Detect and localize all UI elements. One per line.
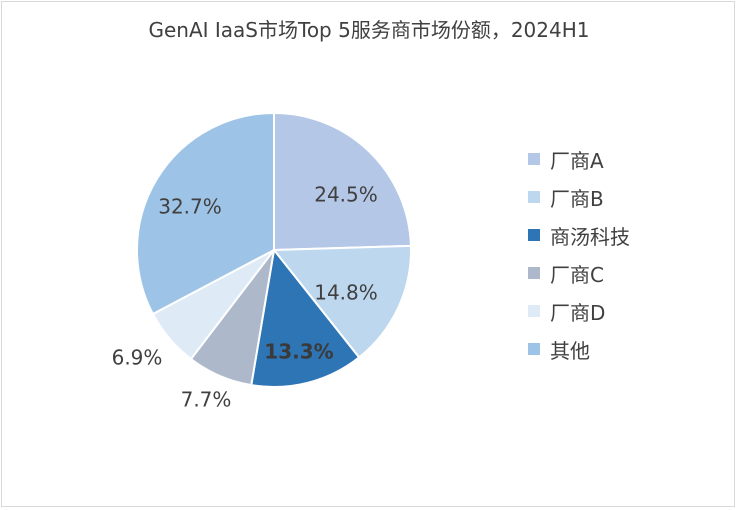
slice-data-label: 7.7% bbox=[181, 388, 232, 412]
legend-swatch bbox=[528, 267, 540, 279]
legend-label: 厂商B bbox=[550, 186, 604, 211]
legend-swatch bbox=[528, 305, 540, 317]
legend-swatch bbox=[528, 191, 540, 203]
legend-swatch bbox=[528, 229, 540, 241]
legend-item: 厂商C bbox=[528, 254, 630, 292]
legend-item: 其他 bbox=[528, 330, 630, 368]
chart-title: GenAI IaaS市场Top 5服务商市场份额，2024H1 bbox=[148, 18, 590, 42]
legend-label: 商汤科技 bbox=[550, 224, 630, 249]
legend-swatch bbox=[528, 343, 540, 355]
pie-slice bbox=[250, 247, 361, 388]
slice-data-label: 24.5% bbox=[314, 183, 378, 207]
pie-slice bbox=[273, 111, 412, 252]
legend-label: 厂商C bbox=[550, 262, 604, 287]
legend-swatch bbox=[528, 153, 540, 165]
slice-data-label: 14.8% bbox=[314, 281, 378, 305]
legend-item: 商汤科技 bbox=[528, 216, 630, 254]
legend-item: 厂商B bbox=[528, 178, 630, 216]
legend-label: 其他 bbox=[550, 338, 590, 363]
slice-data-label: 13.3% bbox=[264, 340, 333, 364]
pie-slice bbox=[136, 111, 275, 316]
legend-item: 厂商D bbox=[528, 292, 630, 330]
slice-data-label: 6.9% bbox=[112, 346, 163, 370]
pie-slice bbox=[271, 244, 412, 359]
legend-label: 厂商D bbox=[550, 300, 606, 325]
legend: 厂商A 厂商B 商汤科技 厂商C 厂商D 其他 bbox=[528, 140, 630, 368]
legend-label: 厂商A bbox=[550, 148, 604, 173]
slice-data-label: 32.7% bbox=[158, 195, 222, 219]
legend-item: 厂商A bbox=[528, 140, 630, 178]
